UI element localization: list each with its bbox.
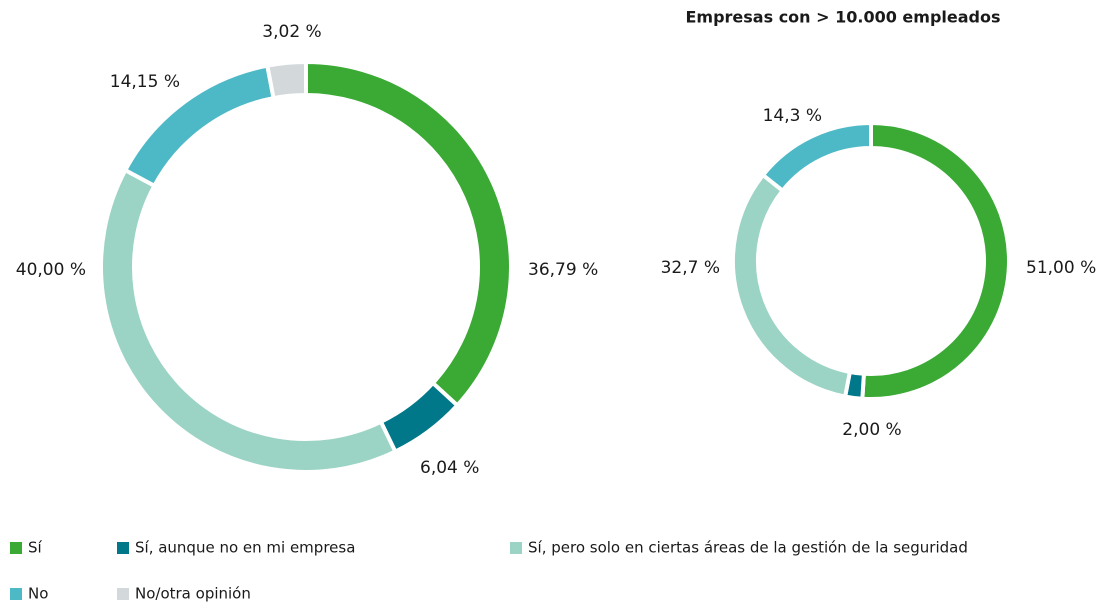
value-label: 36,79 % <box>528 260 598 280</box>
legend-label: Sí <box>28 539 43 557</box>
legend-label: No <box>28 585 48 603</box>
legend-label: No/otra opinión <box>135 585 251 603</box>
value-label: 14,3 % <box>763 106 822 126</box>
legend-swatch <box>510 542 522 554</box>
chart-title: Empresas con > 10.000 empleados <box>685 8 1000 27</box>
value-label: 40,00 % <box>16 260 86 280</box>
donut-segment <box>860 120 1011 401</box>
legend-swatch <box>10 542 22 554</box>
legend-swatch <box>10 588 22 600</box>
donut-segment <box>760 120 873 194</box>
value-label: 6,04 % <box>420 458 479 478</box>
donut-segment <box>99 167 398 474</box>
donut-segment <box>264 59 308 101</box>
donut-segment <box>731 172 853 399</box>
legend-label: Sí, aunque no en mi empresa <box>135 539 355 557</box>
value-label: 3,02 % <box>262 22 321 42</box>
legend-label: Sí, pero solo en ciertas áreas de la ges… <box>528 539 968 557</box>
value-label: 51,00 % <box>1026 258 1096 278</box>
value-label: 2,00 % <box>842 420 901 440</box>
value-label: 14,15 % <box>110 72 180 92</box>
legend-swatch <box>117 542 129 554</box>
donut-segment <box>304 59 513 409</box>
value-label: 32,7 % <box>661 258 720 278</box>
legend-swatch <box>117 588 129 600</box>
